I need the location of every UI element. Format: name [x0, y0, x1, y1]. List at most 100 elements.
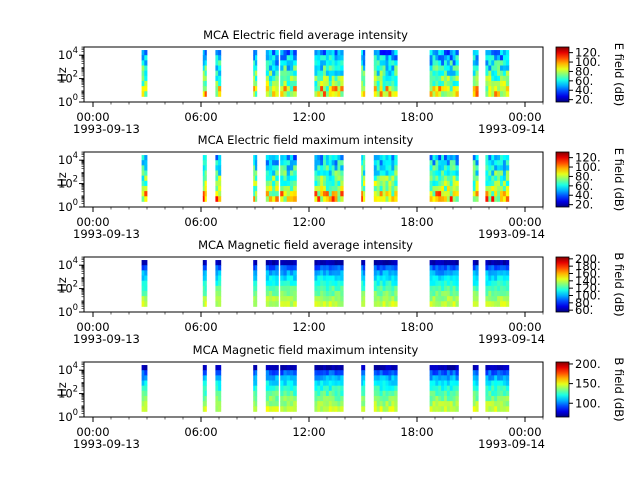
spectrogram-cell — [394, 395, 398, 402]
spectrogram-cell — [438, 270, 442, 276]
spectrogram-cell — [265, 70, 270, 77]
spectrogram-cell — [485, 375, 489, 381]
spectrogram-cell — [376, 165, 381, 171]
spectrogram-cell — [265, 365, 270, 371]
spectrogram-cell — [265, 165, 270, 171]
spectrogram-cell — [361, 185, 364, 192]
spectrogram-cell — [268, 265, 273, 271]
spectrogram-cell — [444, 280, 448, 287]
spectrogram-cell — [429, 375, 433, 381]
spectrogram-cell — [488, 50, 492, 56]
spectrogram-cell — [376, 380, 381, 387]
spectrogram-cell — [441, 65, 445, 72]
spectrogram-cell — [485, 270, 489, 276]
spectrogram-cell — [363, 280, 366, 287]
spectrogram-cell — [204, 270, 207, 276]
spectrogram-cell — [253, 370, 256, 376]
spectrogram-cell — [452, 175, 456, 182]
spectrogram-cell — [331, 406, 335, 412]
spectrogram-cell — [449, 395, 454, 402]
spectrogram-cell — [435, 265, 439, 271]
spectrogram-cell — [141, 296, 145, 302]
spectrogram-cell — [449, 390, 454, 397]
spectrogram-cell — [340, 165, 344, 171]
spectrogram-cell — [280, 270, 284, 276]
spectrogram-cell — [429, 280, 433, 287]
spectrogram-cell — [293, 175, 297, 182]
spectrogram-cell — [202, 395, 205, 402]
spectrogram-cell — [325, 385, 330, 392]
spectrogram-cell — [289, 175, 294, 182]
spectrogram-cell — [286, 180, 291, 187]
spectrogram-cell — [475, 401, 479, 407]
spectrogram-cell — [218, 390, 222, 397]
spectrogram-cell — [325, 301, 330, 307]
spectrogram-cell — [435, 165, 439, 171]
spectrogram-cell — [314, 395, 318, 402]
spectrogram-cell — [144, 395, 148, 402]
spectrogram-cell — [432, 170, 436, 177]
spectrogram-cell — [337, 55, 341, 61]
spectrogram-cell — [376, 290, 381, 297]
spectrogram-cell — [455, 70, 459, 77]
spectrogram-cell — [488, 65, 492, 72]
spectrogram-cell — [376, 285, 381, 292]
spectrogram-cell — [388, 165, 392, 171]
spectrogram-cell — [317, 160, 321, 166]
spectrogram-cell — [320, 170, 324, 177]
spectrogram-cell — [472, 55, 476, 61]
spectrogram-cell — [141, 265, 145, 271]
spectrogram-cell — [293, 380, 297, 387]
spectrogram-cell — [202, 370, 205, 376]
spectrogram-cell — [441, 365, 445, 371]
spectrogram-cell — [382, 395, 386, 402]
spectrogram-cell — [373, 365, 378, 371]
spectrogram-cell — [472, 260, 476, 266]
spectrogram-cell — [253, 75, 256, 82]
spectrogram-cell — [452, 170, 456, 177]
spectrogram-cell — [475, 395, 479, 402]
spectrogram-cell — [275, 390, 279, 397]
spectrogram-cell — [289, 191, 294, 197]
spectrogram-cell — [485, 185, 489, 192]
spectrogram-cell — [323, 401, 327, 407]
spectrogram-cell — [141, 406, 145, 412]
spectrogram-cell — [202, 380, 205, 387]
spectrogram-cell — [317, 296, 321, 302]
spectrogram-cell — [218, 70, 222, 77]
spectrogram-cell — [202, 196, 205, 202]
spectrogram-cell — [202, 70, 205, 77]
spectrogram-cell — [435, 406, 439, 412]
spectrogram-cell — [253, 80, 256, 87]
spectrogram-cell — [334, 80, 338, 87]
spectrogram-cell — [485, 385, 489, 392]
spectrogram-cell — [317, 60, 321, 66]
spectrogram-cell — [505, 290, 510, 297]
spectrogram-cell — [382, 180, 386, 187]
spectrogram-cell — [275, 385, 279, 392]
spectrogram-cell — [323, 60, 327, 66]
spectrogram-cell — [494, 390, 498, 397]
spectrogram-cell — [452, 165, 456, 171]
spectrogram-cell — [275, 155, 279, 161]
colorbar-tick-label: 100. — [575, 55, 601, 69]
spectrogram-cell — [446, 175, 451, 182]
spectrogram-cell — [325, 365, 330, 371]
spectrogram-cell — [265, 80, 270, 87]
spectrogram-cell — [218, 385, 222, 392]
colorbar-tick-label: 150. — [575, 377, 601, 391]
spectrogram-cell — [265, 296, 270, 302]
spectrogram-cell — [488, 285, 492, 292]
spectrogram-cell — [317, 191, 321, 197]
spectrogram-cell — [317, 385, 321, 392]
spectrogram-cell — [218, 65, 222, 72]
spectrogram-cell — [376, 275, 381, 282]
x-date-label: 1993-09-13 — [73, 437, 140, 451]
spectrogram-cell — [293, 60, 297, 66]
spectrogram-cell — [334, 395, 338, 402]
spectrogram-cell — [334, 385, 338, 392]
spectrogram-cell — [475, 270, 479, 276]
spectrogram-cell — [441, 80, 445, 87]
colorbar-tick-label: 160. — [575, 267, 601, 281]
spectrogram-cell — [328, 375, 333, 381]
